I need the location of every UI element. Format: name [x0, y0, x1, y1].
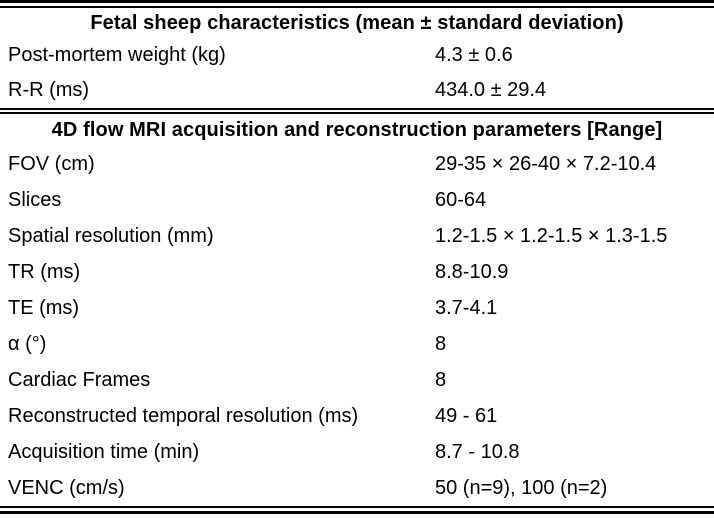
row-value: 4.3 ± 0.6: [435, 44, 513, 66]
row-value: 8.7 - 10.8: [435, 440, 520, 463]
row-label: TR (ms): [8, 260, 81, 283]
row-label: Acquisition time (min): [8, 440, 200, 463]
row-value: 29-35 × 26-40 × 7.2-10.4: [435, 152, 657, 175]
row-value: 8: [435, 332, 447, 355]
row-value: 8: [435, 368, 447, 391]
row-label: FOV (cm): [8, 152, 95, 175]
table-row: Acquisition time (min) 8.7 - 10.8: [0, 434, 714, 470]
middle-double-rule: [0, 108, 714, 114]
table-row: α (°) 8: [0, 326, 714, 362]
table-row: TR (ms) 8.8-10.9: [0, 254, 714, 290]
section-header-mri-parameters: 4D flow MRI acquisition and reconstructi…: [51, 118, 663, 141]
row-label: VENC (cm/s): [8, 476, 125, 499]
section-fetal-sheep-characteristics: Fetal sheep characteristics (mean ± stan…: [0, 8, 714, 108]
row-label: α (°): [8, 332, 47, 355]
table-row: Cardiac Frames 8: [0, 362, 714, 398]
top-double-rule: [0, 0, 714, 8]
row-label: Slices: [8, 188, 62, 211]
row-value: 434.0 ± 29.4: [435, 79, 547, 101]
section-header-fetal-sheep: Fetal sheep characteristics (mean ± stan…: [90, 11, 624, 34]
bottom-double-rule: [0, 506, 714, 514]
table-row: Reconstructed temporal resolution (ms) 4…: [0, 398, 714, 434]
row-value: 8.8-10.9: [435, 260, 509, 283]
table-row: R-R (ms) 434.0 ± 29.4: [0, 73, 714, 108]
table-row: Slices 60-64: [0, 182, 714, 218]
table-row: FOV (cm) 29-35 × 26-40 × 7.2-10.4: [0, 146, 714, 182]
row-value: 60-64: [435, 188, 487, 211]
row-value: 50 (n=9), 100 (n=2): [435, 476, 608, 499]
table-row: Post-mortem weight (kg) 4.3 ± 0.6: [0, 38, 714, 73]
row-value: 3.7-4.1: [435, 296, 498, 319]
row-label: Reconstructed temporal resolution (ms): [8, 404, 359, 427]
row-label: R-R (ms): [8, 79, 90, 101]
row-label: Spatial resolution (mm): [8, 224, 214, 247]
row-label: Post-mortem weight (kg): [8, 44, 226, 66]
section-mri-parameters: 4D flow MRI acquisition and reconstructi…: [0, 114, 714, 506]
row-label: TE (ms): [8, 296, 80, 319]
row-value: 49 - 61: [435, 404, 498, 427]
table-row: TE (ms) 3.7-4.1: [0, 290, 714, 326]
table-row: Spatial resolution (mm) 1.2-1.5 × 1.2-1.…: [0, 218, 714, 254]
table-row: VENC (cm/s) 50 (n=9), 100 (n=2): [0, 470, 714, 506]
row-label: Cardiac Frames: [8, 368, 151, 391]
row-value: 1.2-1.5 × 1.2-1.5 × 1.3-1.5: [435, 224, 668, 247]
